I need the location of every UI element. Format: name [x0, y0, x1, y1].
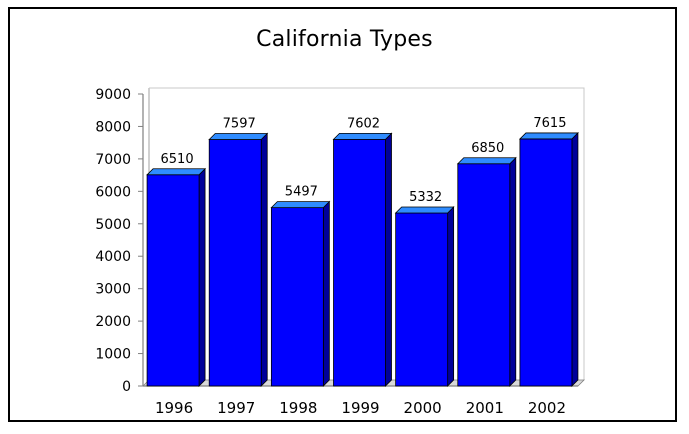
bar-2001: [457, 163, 511, 387]
bar-side-2000: [447, 206, 455, 387]
bar-top-1996: [146, 168, 207, 176]
data-label-2000: 5332: [409, 190, 442, 205]
y-tick-label: 6000: [95, 184, 131, 200]
bar-top-1999: [332, 132, 393, 140]
bar-1998: [270, 207, 324, 387]
bar-2000: [395, 212, 449, 387]
y-tick-label: 0: [122, 379, 131, 395]
bar-side-1996: [198, 167, 206, 387]
y-tick-label: 9000: [95, 87, 131, 103]
x-tick-label-1997: 1997: [217, 399, 255, 417]
bar-1999: [333, 138, 386, 387]
x-tick-label-1996: 1996: [155, 399, 193, 417]
bar-side-2001: [509, 156, 517, 387]
y-tick-label: 7000: [95, 152, 131, 168]
data-label-1998: 5497: [285, 185, 318, 200]
bar-top-2001: [456, 157, 517, 165]
data-label-1999: 7602: [347, 116, 380, 131]
bar-2002: [519, 138, 573, 387]
bar-1996: [146, 174, 200, 387]
data-label-2001: 6850: [471, 141, 504, 156]
data-label-1996: 6510: [161, 152, 194, 167]
x-tick-label-2002: 2002: [528, 399, 566, 417]
y-tick-label: 8000: [95, 119, 131, 135]
x-tick-label-2000: 2000: [404, 399, 442, 417]
bar-top-2000: [394, 206, 455, 214]
bar-side-1998: [322, 200, 330, 387]
bar-top-1998: [270, 201, 331, 209]
y-tick-label: 1000: [95, 347, 131, 363]
x-tick-label-1998: 1998: [279, 399, 317, 417]
bar-side-1999: [385, 132, 392, 387]
y-tick-label: 3000: [95, 282, 131, 298]
bar-top-2002: [518, 132, 579, 140]
data-label-1997: 7597: [223, 117, 256, 132]
bar-side-2002: [571, 131, 579, 387]
y-tick-label: 4000: [95, 249, 131, 265]
chart-title: California Types: [256, 27, 433, 52]
data-label-2002: 7615: [533, 116, 566, 131]
back-wall-outline: [149, 87, 585, 380]
y-tick-label: 5000: [95, 217, 131, 233]
bar-side-1997: [260, 132, 268, 387]
y-tick-label: 2000: [95, 314, 131, 330]
bar-1997: [208, 139, 262, 387]
bar-top-1997: [208, 133, 269, 140]
x-tick-label-2001: 2001: [466, 399, 504, 417]
x-tick-label-1999: 1999: [341, 399, 379, 417]
